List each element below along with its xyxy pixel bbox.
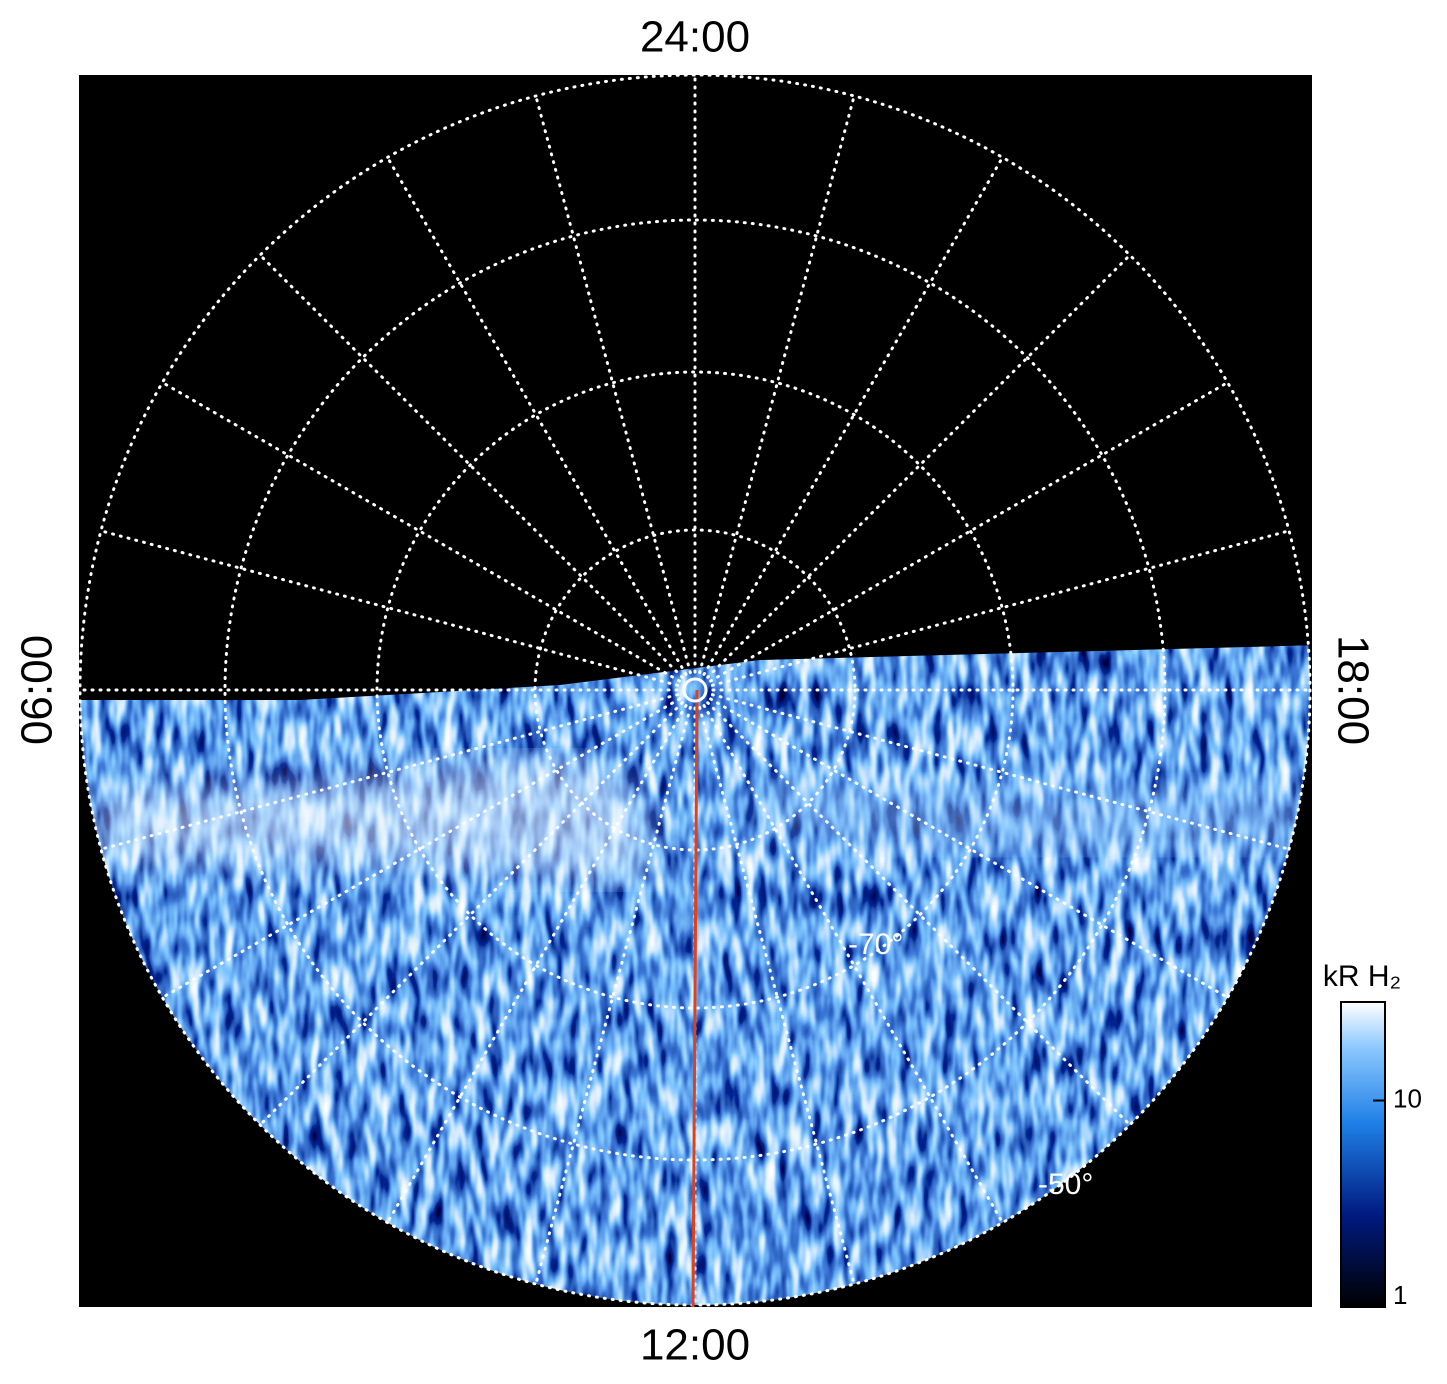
- meridian-grid-line: [534, 94, 692, 675]
- meridian-grid-line: [99, 529, 680, 687]
- meridian-grid-line: [698, 705, 856, 1286]
- latitude-label: -70°: [848, 928, 903, 961]
- meridian-grid-line: [534, 705, 692, 1286]
- colorbar: [1340, 1001, 1386, 1308]
- polar-grid: [78, 73, 1312, 1307]
- meridian-grid-line: [160, 381, 681, 683]
- pole-marker: [682, 677, 708, 703]
- colorbar-ticks: 1 10: [1373, 1083, 1422, 1310]
- latitude-circle: [375, 370, 1015, 1010]
- latitude-circle: [78, 73, 1312, 1307]
- meridian-grid-line: [709, 697, 1230, 999]
- meridian-grid-line: [706, 701, 1132, 1127]
- meridian-grid-line: [258, 701, 684, 1127]
- meridian-line: [691, 689, 699, 1308]
- meridian-grid-line: [710, 693, 1291, 851]
- colorbar-tick-label: 1: [1393, 1280, 1407, 1310]
- colorbar-label: kR H₂: [1323, 960, 1401, 993]
- meridian-grid-line: [258, 253, 684, 679]
- meridian-grid-line: [386, 155, 688, 676]
- meridian-grid-line: [160, 697, 681, 999]
- latitude-label: -50°: [1038, 1168, 1093, 1201]
- latitude-circle: [533, 528, 857, 852]
- meridian-grid-line: [99, 693, 680, 851]
- time-label: 18:00: [1328, 635, 1377, 745]
- meridian-grid-line: [709, 381, 1230, 683]
- meridian-grid-line: [706, 253, 1132, 679]
- meridian-grid-line: [386, 704, 688, 1225]
- meridian-grid-line: [710, 529, 1291, 687]
- meridian-grid-line: [702, 155, 1004, 676]
- time-label: 24:00: [640, 13, 750, 62]
- colorbar-tick-label: 10: [1393, 1083, 1422, 1113]
- time-label: 06:00: [13, 635, 62, 745]
- meridian-grid-line: [698, 94, 856, 675]
- meridian-grid-line: [702, 704, 1004, 1225]
- time-label: 12:00: [640, 1321, 750, 1370]
